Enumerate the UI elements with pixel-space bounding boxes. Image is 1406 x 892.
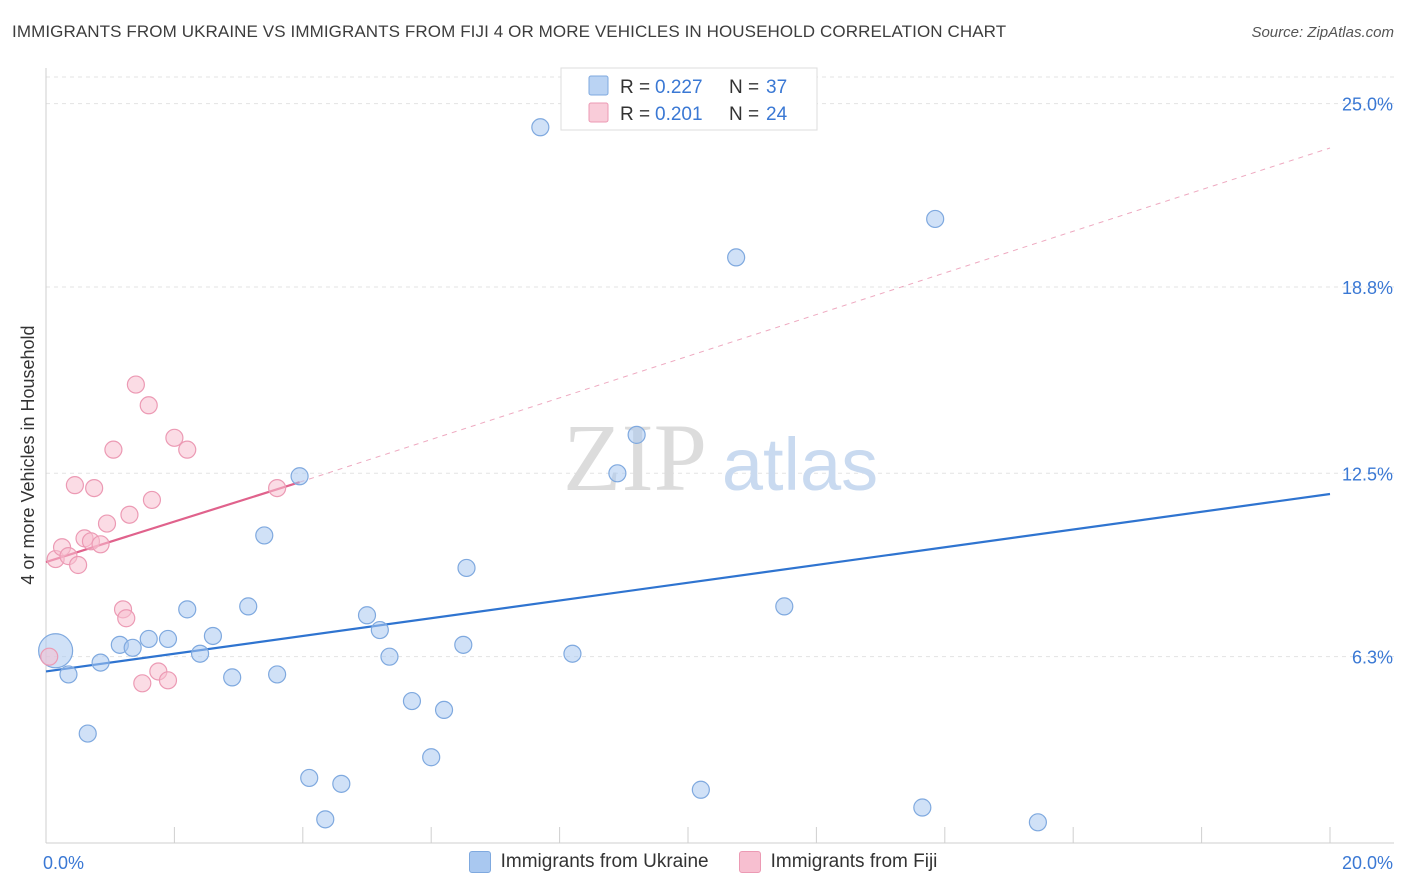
- point-fiji: [104, 440, 123, 459]
- point-ukraine: [59, 665, 78, 684]
- legend-n-value-ukraine: 37: [766, 77, 787, 98]
- point-ukraine: [255, 526, 274, 545]
- legend-r-value-ukraine: 0.227: [655, 77, 703, 98]
- y-tick-label: 6.3%: [1352, 648, 1393, 668]
- legend-n-label-ukraine: N =: [729, 77, 759, 98]
- y-tick-labels: 6.3% 12.5% 18.8% 25.0%: [1342, 95, 1393, 668]
- legend-item-fiji: Immigrants from Fiji: [738, 851, 938, 873]
- point-ukraine: [178, 600, 197, 619]
- point-ukraine: [357, 606, 377, 625]
- y-tick-label: 12.5%: [1342, 464, 1393, 484]
- source-label: Source: ZipAtlas.com: [1251, 24, 1394, 41]
- point-ukraine: [78, 724, 97, 743]
- point-ukraine: [268, 665, 287, 684]
- grid-lines: [46, 76, 1394, 658]
- point-fiji: [117, 609, 136, 628]
- point-ukraine: [402, 691, 422, 711]
- watermark-zip: ZIP: [563, 404, 707, 511]
- legend-swatch-fiji-bottom: [738, 851, 761, 873]
- point-ukraine: [457, 558, 476, 578]
- trend-extension-fiji: [299, 147, 1331, 483]
- x-tick-label-start: 0.0%: [43, 853, 84, 873]
- x-tick-labels: 0.0% 20.0%: [43, 853, 1393, 873]
- point-ukraine: [316, 810, 335, 829]
- point-ukraine: [332, 774, 351, 793]
- legend-top: R = 0.227 N = 37 R = 0.201 N = 24: [560, 67, 818, 131]
- legend-swatch-ukraine-bottom: [468, 851, 491, 873]
- watermark: ZIP atlas: [563, 404, 878, 511]
- point-fiji: [139, 396, 158, 415]
- point-ukraine: [913, 798, 932, 817]
- legend-bottom: Immigrants from Ukraine Immigrants from …: [0, 851, 1406, 873]
- watermark-atlas: atlas: [722, 423, 878, 506]
- point-ukraine: [434, 700, 454, 720]
- data-points: [38, 118, 1047, 832]
- point-fiji: [65, 476, 84, 495]
- legend-n-label-fiji: N =: [729, 104, 759, 125]
- point-ukraine: [727, 248, 746, 267]
- y-tick-label: 25.0%: [1342, 95, 1393, 115]
- y-tick-label: 18.8%: [1342, 278, 1393, 298]
- point-ukraine: [926, 209, 945, 229]
- point-fiji: [97, 514, 117, 533]
- legend-item-ukraine: Immigrants from Ukraine: [468, 851, 709, 873]
- point-ukraine: [223, 668, 242, 687]
- point-fiji: [85, 478, 104, 498]
- point-ukraine: [300, 768, 319, 788]
- x-tick-label-end: 20.0%: [1342, 853, 1393, 873]
- point-ukraine: [775, 597, 794, 616]
- point-fiji: [68, 555, 88, 575]
- point-ukraine: [380, 647, 399, 666]
- trend-line-fiji: [45, 481, 300, 564]
- point-ukraine: [691, 780, 710, 799]
- point-ukraine: [608, 464, 627, 483]
- legend-r-label-ukraine: R =: [620, 77, 650, 98]
- y-axis-label: 4 or more Vehicles in Household: [18, 325, 38, 584]
- point-fiji: [158, 671, 178, 690]
- point-fiji: [133, 674, 152, 693]
- legend-label-ukraine: Immigrants from Ukraine: [500, 851, 709, 872]
- legend-r-value-fiji: 0.201: [655, 104, 703, 125]
- point-fiji: [120, 505, 139, 524]
- legend-swatch-fiji: [588, 102, 609, 123]
- point-fiji: [178, 440, 197, 459]
- point-ukraine: [203, 626, 223, 646]
- legend-swatch-ukraine: [588, 75, 609, 96]
- point-ukraine: [422, 748, 441, 767]
- point-ukraine: [531, 118, 550, 137]
- point-fiji: [142, 490, 162, 510]
- legend-r-label-fiji: R =: [620, 104, 650, 125]
- point-ukraine: [123, 638, 142, 657]
- legend-label-fiji: Immigrants from Fiji: [770, 851, 938, 872]
- point-ukraine: [370, 620, 389, 640]
- point-fiji: [40, 647, 59, 666]
- point-ukraine: [627, 425, 646, 444]
- point-fiji: [91, 535, 110, 554]
- point-fiji: [268, 478, 287, 498]
- legend-n-value-fiji: 24: [766, 104, 788, 125]
- point-ukraine: [239, 597, 258, 616]
- point-ukraine: [1028, 813, 1047, 832]
- trend-line-ukraine: [45, 492, 1331, 673]
- point-ukraine: [454, 635, 473, 654]
- point-ukraine: [139, 629, 158, 649]
- point-ukraine: [91, 653, 110, 672]
- point-ukraine: [290, 467, 309, 486]
- chart-title: IMMIGRANTS FROM UKRAINE VS IMMIGRANTS FR…: [12, 22, 1007, 41]
- axes: [45, 68, 1394, 844]
- point-ukraine: [158, 629, 178, 649]
- point-fiji: [165, 428, 184, 447]
- point-ukraine: [190, 644, 210, 663]
- point-ukraine: [563, 644, 582, 663]
- point-fiji: [126, 375, 145, 394]
